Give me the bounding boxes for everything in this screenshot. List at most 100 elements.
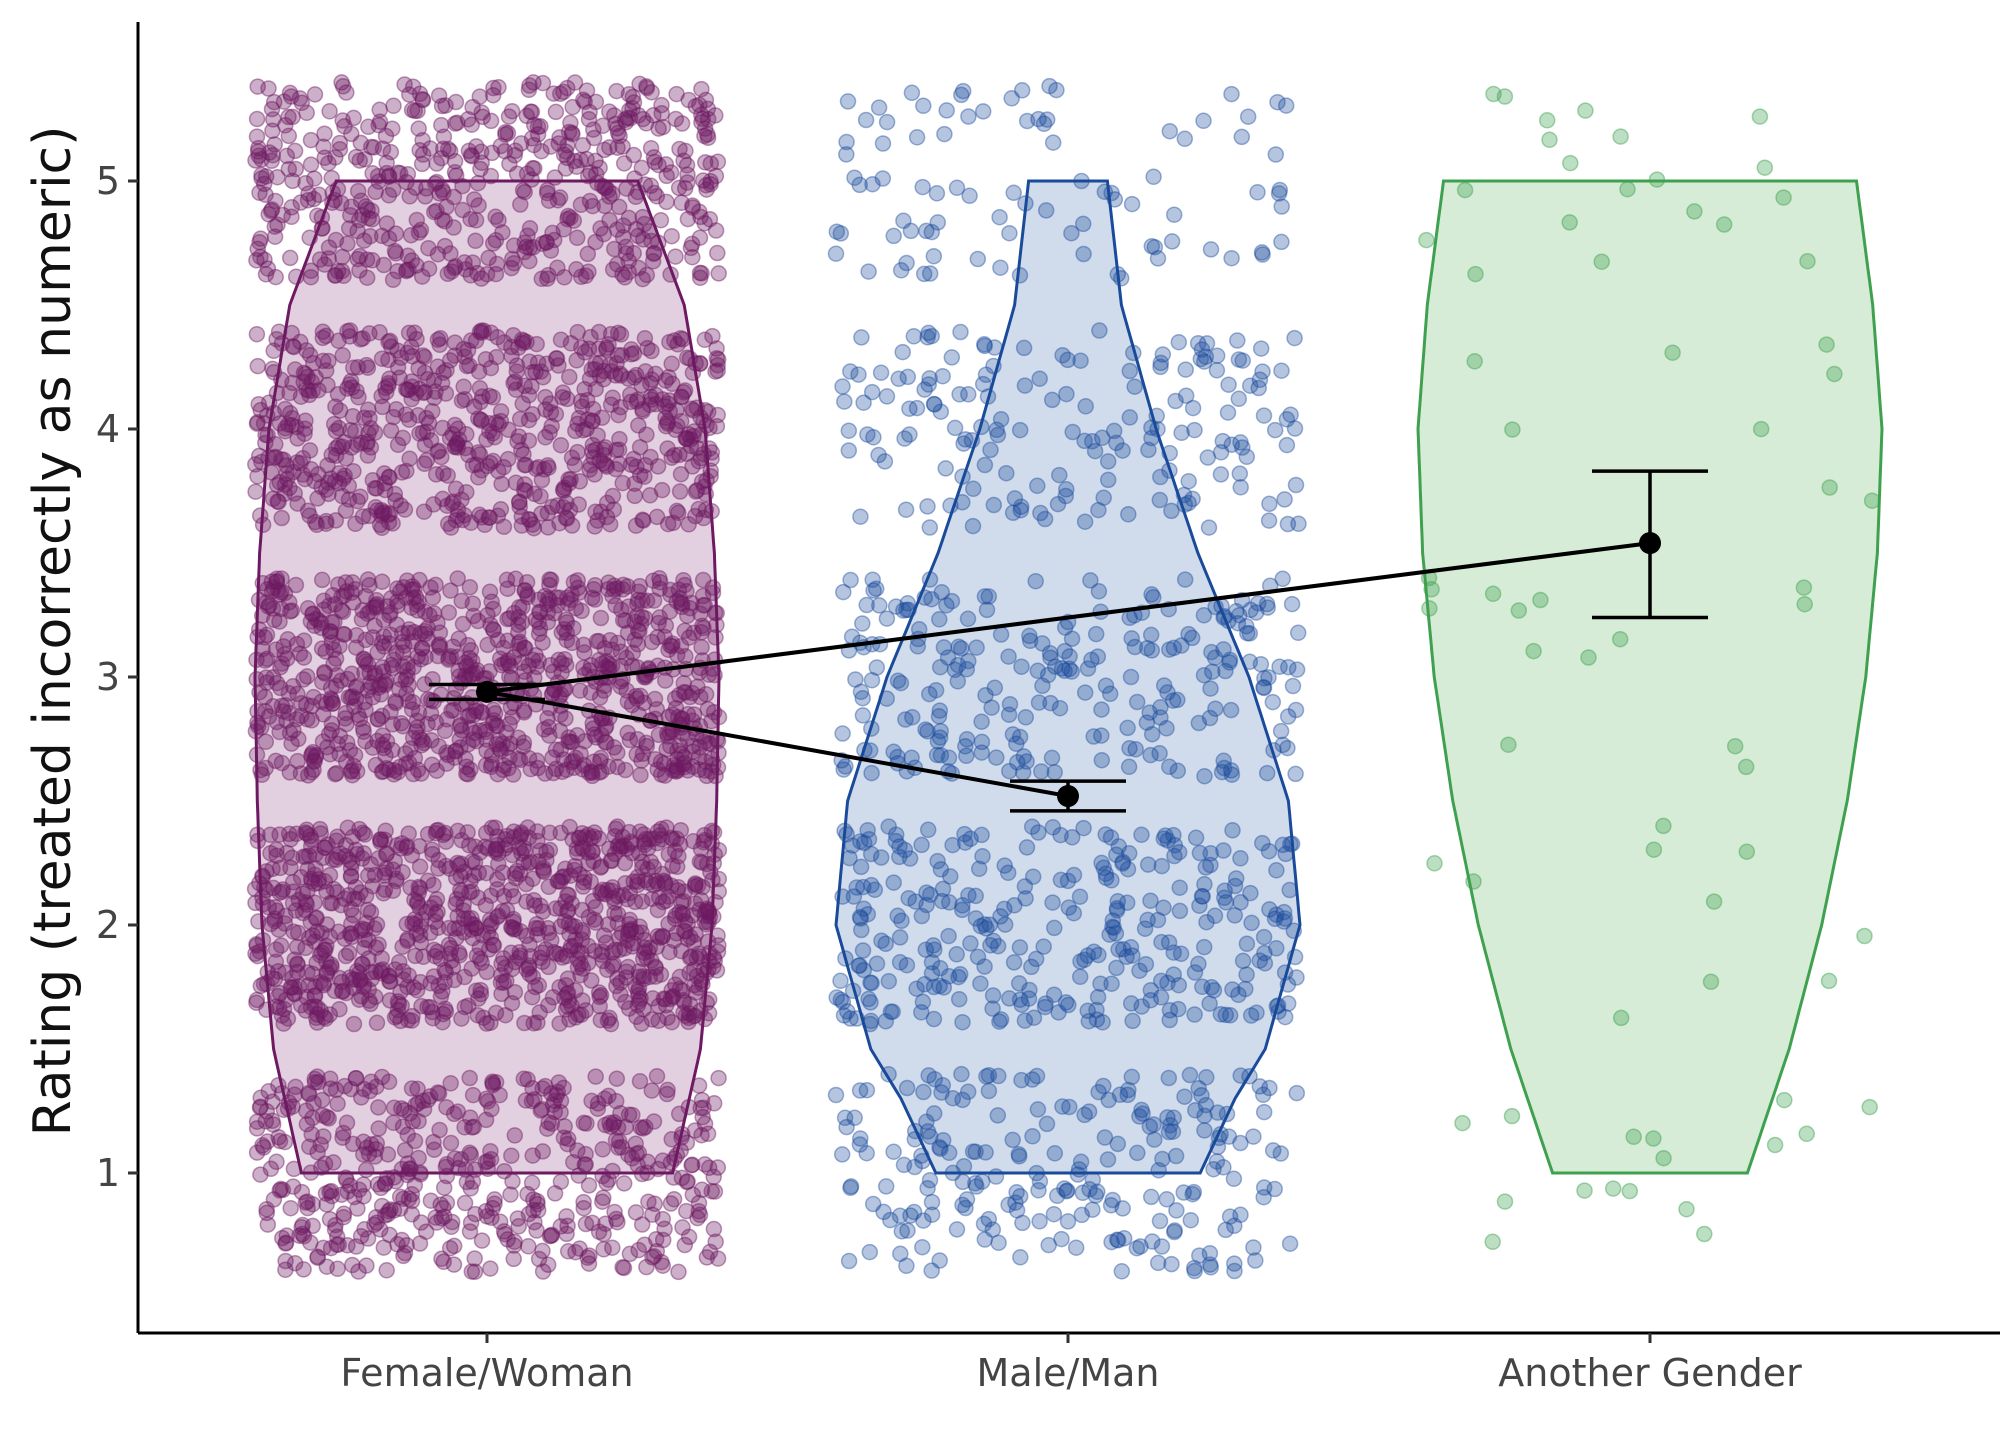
data-point	[371, 101, 388, 119]
data-point	[419, 630, 437, 648]
data-point	[271, 586, 289, 603]
data-point	[1766, 1136, 1784, 1154]
data-point	[679, 915, 696, 933]
data-point	[1038, 111, 1056, 128]
data-point	[272, 679, 289, 697]
data-point	[1426, 855, 1443, 872]
data-point	[464, 1086, 482, 1104]
data-point	[354, 955, 371, 973]
data-point	[630, 417, 647, 434]
data-point	[1163, 502, 1180, 520]
data-point	[267, 192, 284, 210]
data-point	[557, 976, 575, 994]
data-point	[832, 972, 849, 990]
data-point	[1059, 351, 1076, 369]
data-point	[648, 1067, 666, 1085]
data-point	[871, 597, 888, 614]
data-point	[655, 872, 673, 889]
data-point	[304, 1109, 321, 1127]
data-point	[257, 168, 275, 185]
data-point	[1121, 609, 1138, 627]
data-point	[648, 188, 666, 205]
data-point	[480, 249, 497, 267]
data-point	[339, 1237, 356, 1254]
data-point	[345, 462, 362, 480]
data-point	[318, 916, 336, 933]
data-point	[259, 427, 276, 444]
data-point	[376, 867, 393, 884]
data-point	[880, 1066, 897, 1083]
data-point	[372, 686, 390, 703]
data-point	[1186, 1262, 1203, 1280]
data-point	[948, 179, 966, 197]
data-point	[1128, 693, 1146, 711]
data-point	[554, 481, 572, 498]
data-point	[267, 268, 284, 286]
data-point	[613, 347, 630, 364]
data-point	[898, 1079, 916, 1097]
data-point	[297, 174, 314, 192]
data-point	[321, 1210, 339, 1228]
data-point	[298, 104, 315, 122]
data-point	[1795, 579, 1813, 596]
data-point	[928, 185, 946, 202]
data-point	[575, 1193, 592, 1211]
data-point	[1191, 897, 1208, 914]
data-point	[330, 437, 347, 455]
data-point	[834, 725, 851, 742]
data-point	[402, 226, 420, 244]
data-point	[406, 1132, 424, 1150]
data-point	[1232, 1134, 1249, 1152]
y-axis-title: Rating (treated incorrectly as numeric)	[23, 126, 83, 1137]
data-point	[1269, 93, 1286, 111]
data-point	[1076, 684, 1094, 701]
data-point	[1163, 1255, 1180, 1273]
data-point	[582, 328, 599, 346]
data-point	[373, 634, 391, 652]
data-point	[562, 209, 579, 226]
data-point	[427, 824, 445, 842]
data-point	[477, 351, 495, 368]
data-point	[471, 506, 488, 524]
data-point	[619, 932, 636, 949]
data-point	[482, 454, 499, 472]
data-point	[434, 1013, 451, 1031]
data-point	[709, 351, 727, 368]
data-point	[247, 152, 264, 169]
data-point	[339, 1183, 356, 1200]
data-point	[292, 333, 309, 351]
data-point	[452, 868, 470, 885]
data-point	[459, 736, 477, 753]
data-point	[1161, 122, 1179, 140]
data-point	[864, 1195, 882, 1213]
data-point	[298, 821, 315, 838]
data-point	[376, 831, 393, 848]
violin-layer	[253, 179, 1884, 1175]
data-point	[1242, 884, 1259, 902]
data-point	[657, 672, 674, 689]
data-point	[1255, 407, 1273, 424]
data-point	[505, 254, 523, 272]
data-point	[700, 1159, 718, 1177]
data-point	[328, 1236, 346, 1253]
data-point	[1826, 365, 1843, 383]
data-point	[1241, 1067, 1258, 1085]
data-point	[347, 1238, 365, 1255]
data-point	[519, 588, 536, 606]
data-point	[608, 82, 625, 100]
data-point	[592, 1011, 610, 1029]
data-point	[482, 887, 500, 904]
data-point	[1272, 722, 1290, 740]
data-point	[257, 733, 275, 751]
data-point	[1075, 245, 1092, 263]
data-point	[1163, 233, 1181, 250]
data-point	[410, 1149, 427, 1167]
data-point	[322, 956, 340, 973]
data-point	[606, 941, 624, 959]
data-point	[1254, 363, 1271, 380]
data-point	[266, 136, 283, 153]
data-point	[277, 419, 294, 437]
data-point	[1510, 602, 1528, 619]
data-point	[1071, 968, 1089, 986]
data-point	[1258, 764, 1276, 782]
